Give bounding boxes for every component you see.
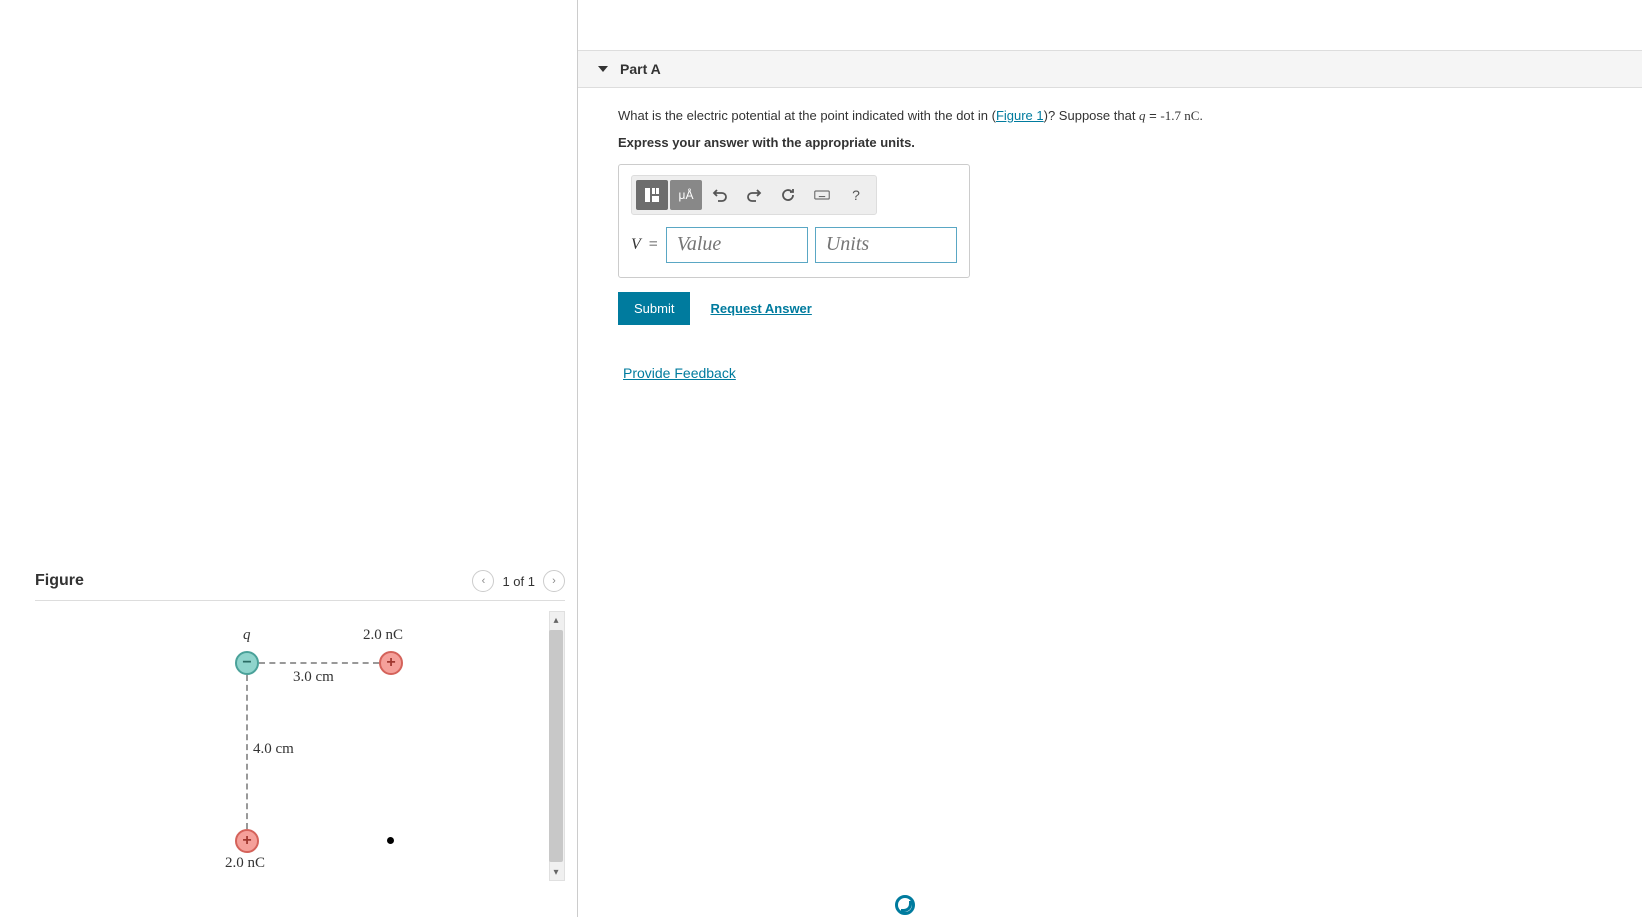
scroll-thumb[interactable] — [549, 630, 563, 862]
request-answer-link[interactable]: Request Answer — [710, 301, 811, 316]
equals-sign: = — [649, 236, 658, 254]
redo-button[interactable] — [738, 180, 770, 210]
charge-top-positive: + — [379, 651, 403, 675]
pearson-logo — [895, 895, 915, 915]
reset-button[interactable] — [772, 180, 804, 210]
answer-toolbar: μÅ ? — [631, 175, 877, 215]
target-dot — [387, 837, 394, 844]
answer-box: μÅ ? V = — [618, 164, 970, 278]
label-horizontal-distance: 3.0 cm — [293, 669, 334, 686]
label-top-right-charge: 2.0 nC — [363, 627, 403, 644]
figure-title: Figure — [35, 572, 84, 590]
figure-link[interactable]: Figure 1 — [996, 108, 1044, 123]
question-text: What is the electric potential at the po… — [618, 106, 1602, 127]
collapse-icon — [598, 66, 608, 72]
figure-scrollbar[interactable]: ▴ ▾ — [549, 611, 565, 881]
submit-button[interactable]: Submit — [618, 292, 690, 325]
charge-bottom-positive: + — [235, 829, 259, 853]
help-button[interactable]: ? — [840, 180, 872, 210]
answer-lhs: V — [631, 236, 641, 254]
part-title: Part A — [620, 61, 661, 77]
label-vertical-distance: 4.0 cm — [253, 741, 294, 758]
dash-vertical — [246, 675, 248, 829]
label-bottom-charge: 2.0 nC — [225, 855, 265, 872]
figure-prev-button[interactable]: ‹ — [472, 570, 494, 592]
value-input[interactable] — [666, 227, 808, 263]
provide-feedback-link[interactable]: Provide Feedback — [623, 365, 736, 381]
charge-q-negative: − — [235, 651, 259, 675]
keyboard-button[interactable] — [806, 180, 838, 210]
answer-instruction: Express your answer with the appropriate… — [618, 135, 1602, 150]
figure-diagram: − + + q 2.0 nC 3.0 cm 4.0 cm 2.0 nC — [195, 611, 575, 871]
template-button[interactable] — [636, 180, 668, 210]
scroll-down-icon[interactable]: ▾ — [549, 865, 563, 879]
units-button[interactable]: μÅ — [670, 180, 702, 210]
units-input[interactable] — [815, 227, 957, 263]
undo-button[interactable] — [704, 180, 736, 210]
scroll-up-icon[interactable]: ▴ — [549, 613, 563, 627]
figure-counter: 1 of 1 — [502, 574, 535, 589]
part-header[interactable]: Part A — [578, 50, 1642, 88]
dash-horizontal — [259, 662, 379, 664]
label-q: q — [243, 627, 251, 644]
figure-panel: Figure ‹ 1 of 1 › − + + q 2.0 nC 3.0 — [35, 570, 565, 891]
figure-next-button[interactable]: › — [543, 570, 565, 592]
